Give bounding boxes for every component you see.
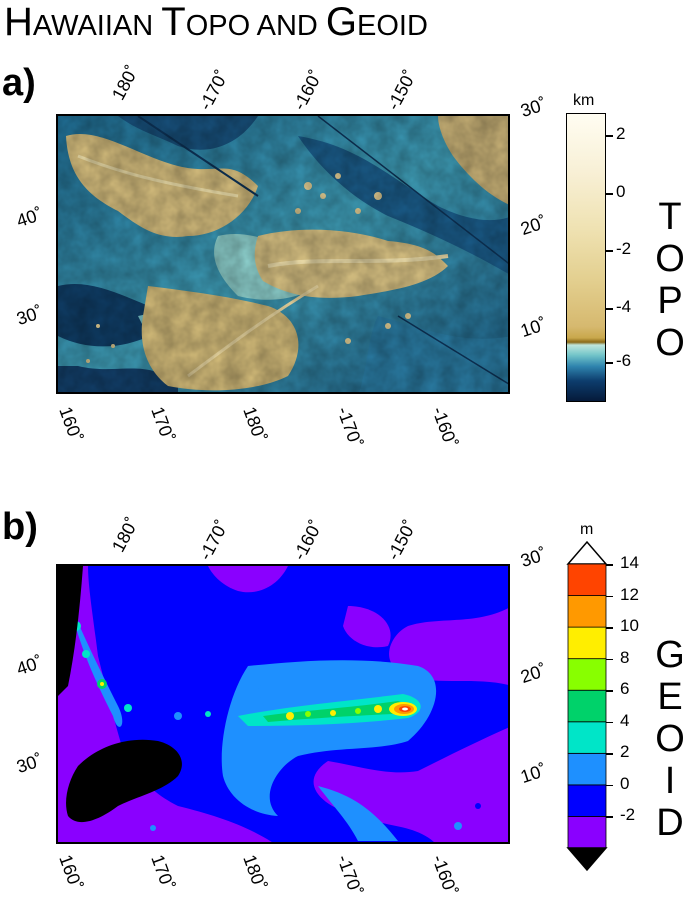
topo-bottom-label-5: -160˚ — [428, 404, 462, 451]
geoid-title-letter: D — [656, 802, 684, 844]
topo-bottom-label-3: 180˚ — [239, 404, 271, 445]
geoid-colorbar-bands — [567, 563, 607, 849]
geoid-colorbar-band — [567, 626, 607, 660]
geoid-colorbar-tick-label: -2 — [620, 805, 636, 825]
geoid-colorbar-tick-label: 0 — [620, 773, 630, 793]
geoid-colorbar-tick-label: 6 — [620, 679, 630, 699]
geoid-right-label-2: 20˚ — [518, 659, 549, 688]
geoid-colorbar-tick-label: 14 — [620, 553, 639, 572]
geoid-colorbar-band — [567, 721, 607, 754]
geoid-colorbar-band — [567, 689, 607, 723]
topo-bottom-label-1: 160˚ — [55, 404, 87, 445]
title-part: AWAIIAN — [32, 10, 162, 42]
geoid-colorbar-tick-mark — [606, 721, 613, 724]
geoid-bottom-label-3: 180˚ — [239, 852, 271, 893]
geoid-colorbar-tick-label: 10 — [620, 616, 639, 636]
topo-colorbar-tick-label: -2 — [616, 239, 632, 258]
title-part: OPO AND — [185, 10, 326, 42]
geoid-top-label-3: -160˚ — [289, 516, 327, 564]
topo-map — [56, 114, 510, 394]
geoid-bottom-label-5: -160˚ — [428, 852, 462, 899]
title-part: EOID — [357, 10, 428, 42]
panel-a-label: a) — [2, 62, 36, 104]
title-part: T — [161, 0, 186, 44]
topo-colorbar — [566, 113, 606, 402]
topo-colorbar-tick-mark — [606, 135, 613, 137]
geoid-colorbar-tick-label: 8 — [620, 647, 630, 667]
geoid-bottom-label-2: 170˚ — [147, 852, 179, 893]
geoid-bottom-label-4: -170˚ — [333, 852, 367, 899]
topo-left-label-2: 30˚ — [14, 301, 45, 330]
topo-top-label-1: 180˚ — [108, 62, 143, 104]
topo-title-letter: O — [655, 322, 684, 364]
topo-title-letter: O — [655, 238, 684, 280]
geoid-left-label-1: 40˚ — [14, 651, 45, 680]
geoid-title-letter: O — [655, 718, 684, 760]
geoid-colorbar-tick-label: 12 — [620, 584, 639, 604]
geoid-colorbar-tick-mark — [606, 595, 613, 598]
geoid-right-label-1: 30˚ — [518, 543, 549, 572]
topo-title-letter: P — [657, 280, 683, 322]
topo-colorbar-tick-mark — [606, 308, 613, 310]
topo-colorbar-tick-label: 0 — [616, 182, 626, 201]
topo-right-label-1: 30˚ — [518, 93, 549, 122]
geoid-colorbar-band — [567, 784, 607, 817]
topo-left-label-1: 40˚ — [14, 203, 45, 232]
geoid-colorbar — [566, 540, 608, 872]
geoid-colorbar-tick-mark — [606, 690, 613, 692]
geoid-colorbar-unit: m — [580, 521, 594, 538]
geoid-top-label-2: -170˚ — [195, 516, 233, 564]
geoid-colorbar-tick-label: 2 — [620, 742, 630, 762]
topo-top-label-3: -160˚ — [289, 66, 327, 114]
geoid-colorbar-top-triangle — [566, 540, 608, 565]
geoid-colorbar-band — [567, 658, 607, 691]
geoid-title-letter: G — [655, 634, 684, 676]
geoid-left-label-2: 30˚ — [14, 749, 45, 778]
geoid-colorbar-tick-mark — [606, 658, 613, 661]
topo-map-image — [58, 116, 508, 392]
geoid-bottom-label-1: 160˚ — [55, 852, 87, 893]
geoid-colorbar-bottom-triangle — [566, 847, 608, 872]
topo-bottom-label-2: 170˚ — [147, 404, 179, 445]
topo-colorbar-unit: km — [573, 92, 595, 109]
topo-right-label-2: 20˚ — [518, 211, 549, 240]
topo-top-label-2: -170˚ — [195, 66, 233, 114]
topo-colorbar-tick-mark — [606, 362, 613, 364]
geoid-top-label-4: -150˚ — [383, 516, 421, 564]
panel-b-label: b) — [2, 506, 38, 548]
geoid-colorbar-tick-mark — [606, 564, 613, 566]
geoid-colorbar-tick-mark — [606, 627, 613, 629]
geoid-colorbar-tick-mark — [606, 816, 613, 818]
title-part: G — [325, 0, 358, 44]
geoid-colorbar-tick-mark — [606, 784, 613, 787]
geoid-title-letter: I — [664, 760, 676, 802]
topo-colorbar-tick-mark — [606, 193, 613, 195]
title-part: H — [4, 0, 33, 44]
geoid-map-image — [58, 566, 508, 842]
topo-colorbar-tick-label: -6 — [616, 351, 632, 370]
topo-colorbar-tick-mark — [606, 250, 613, 252]
geoid-colorbar-band — [567, 563, 607, 596]
geoid-colorbar-band — [567, 816, 607, 849]
geoid-right-label-3: 10˚ — [518, 759, 549, 788]
topo-right-label-3: 10˚ — [518, 313, 549, 342]
topo-colorbar-tick-label: -4 — [616, 297, 632, 316]
geoid-colorbar-tick-mark — [606, 753, 613, 755]
geoid-top-label-1: 180˚ — [108, 514, 143, 556]
geoid-colorbar-tick-label: 4 — [620, 710, 630, 730]
figure-title: HAWAIIAN TOPO AND GEOID — [4, 0, 428, 45]
geoid-map — [56, 564, 510, 844]
geoid-colorbar-band — [567, 595, 607, 628]
topo-bottom-label-4: -170˚ — [333, 404, 367, 451]
topo-title-letter: T — [658, 196, 682, 238]
geoid-title-letter: E — [657, 676, 683, 718]
topo-colorbar-tick-label: 2 — [616, 124, 626, 143]
geoid-colorbar-band — [567, 752, 607, 786]
topo-top-label-4: -150˚ — [383, 66, 421, 114]
